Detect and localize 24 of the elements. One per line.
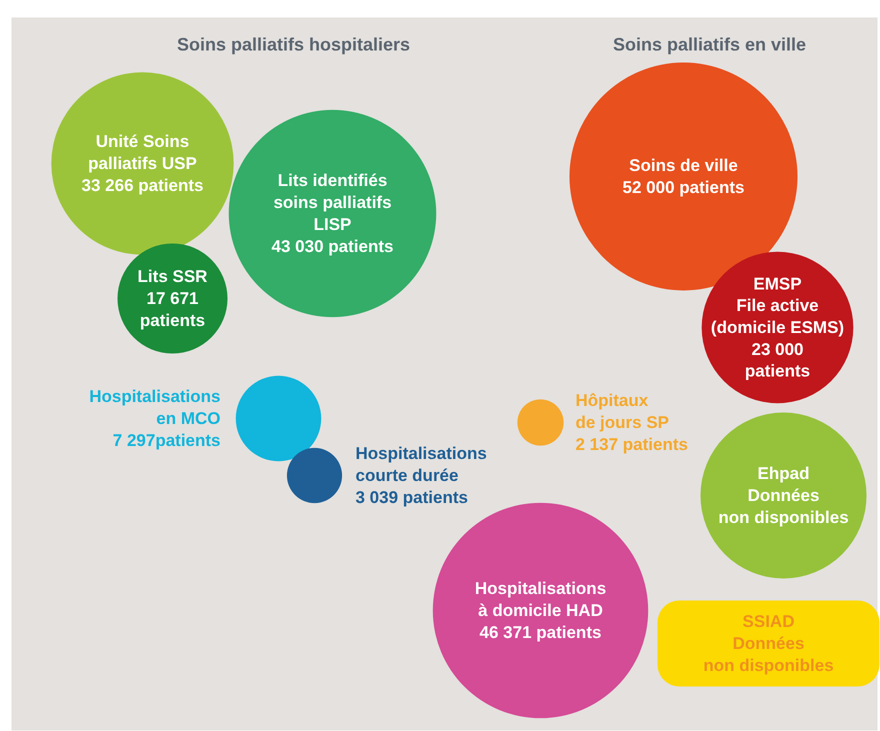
data-label: 7 297patients <box>112 430 221 450</box>
category-label: SSIAD <box>742 612 794 632</box>
text: Soins palliatifs hospitaliers <box>176 34 410 54</box>
category-label: Lits SSR <box>138 267 208 286</box>
data-label: 52 000 patients <box>622 178 744 197</box>
data-label: Données non disponibles <box>718 486 849 527</box>
data-label: 33 266 patients <box>82 176 204 195</box>
data-label: 2 137 patients <box>576 434 688 454</box>
data-label: 46 371 patients <box>480 622 602 642</box>
data-label: Données non disponibles <box>703 634 834 675</box>
category-label: Hôpitaux de jours SP <box>576 391 670 432</box>
category-label: EMSP File active (domicile ESMS) <box>710 274 844 337</box>
text: Soins palliatifs en ville <box>612 34 806 54</box>
category-label: Ehpad <box>758 464 810 484</box>
category-label: Hospitalisations à domicile HAD <box>474 579 606 620</box>
data-label: 23 000 patients <box>744 340 810 381</box>
category-label: Lits identifiés soins palliatifs LISP <box>273 171 392 234</box>
data-label: 43 030 patients <box>272 236 394 256</box>
category-label: Unité Soins palliatifs USP <box>88 132 197 173</box>
category-label: Hospitalisations courte durée <box>356 444 487 485</box>
data-label: 17 671 patients <box>140 289 206 330</box>
category-label: Soins de ville <box>629 156 738 176</box>
data-label: 3 039 patients <box>356 488 468 507</box>
category-label: Hospitalisations en MCO <box>89 387 221 428</box>
